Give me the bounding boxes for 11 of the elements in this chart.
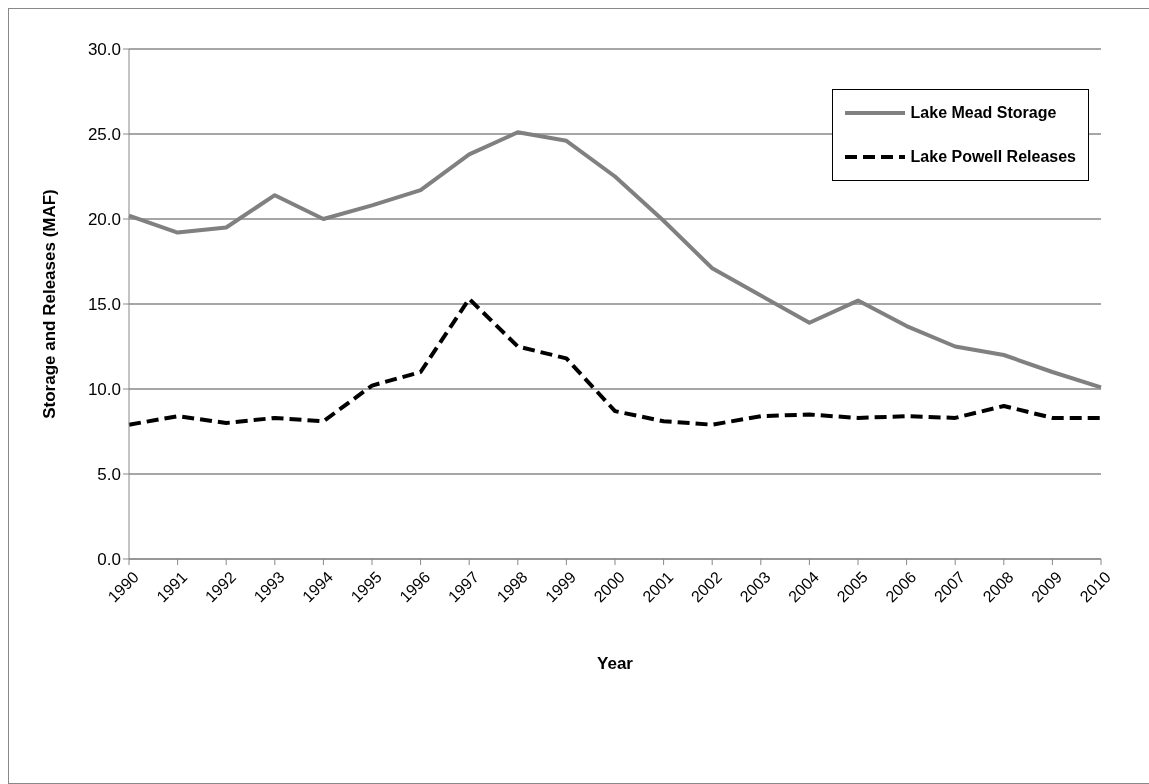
x-axis-title: Year	[597, 654, 634, 673]
y-axis-title: Storage and Releases (MAF)	[40, 189, 60, 419]
y-tick-label: 0.0	[97, 550, 121, 570]
y-tick-label: 5.0	[97, 465, 121, 485]
y-tick-label: 20.0	[87, 210, 121, 230]
y-tick-label: 30.0	[87, 40, 121, 60]
y-tick-label: 15.0	[87, 295, 121, 315]
y-tick-label: 10.0	[87, 380, 121, 400]
legend-label: Lake Powell Releases	[910, 148, 1076, 166]
y-tick-label: 25.0	[87, 125, 121, 145]
legend-label: Lake Mead Storage	[910, 104, 1057, 122]
